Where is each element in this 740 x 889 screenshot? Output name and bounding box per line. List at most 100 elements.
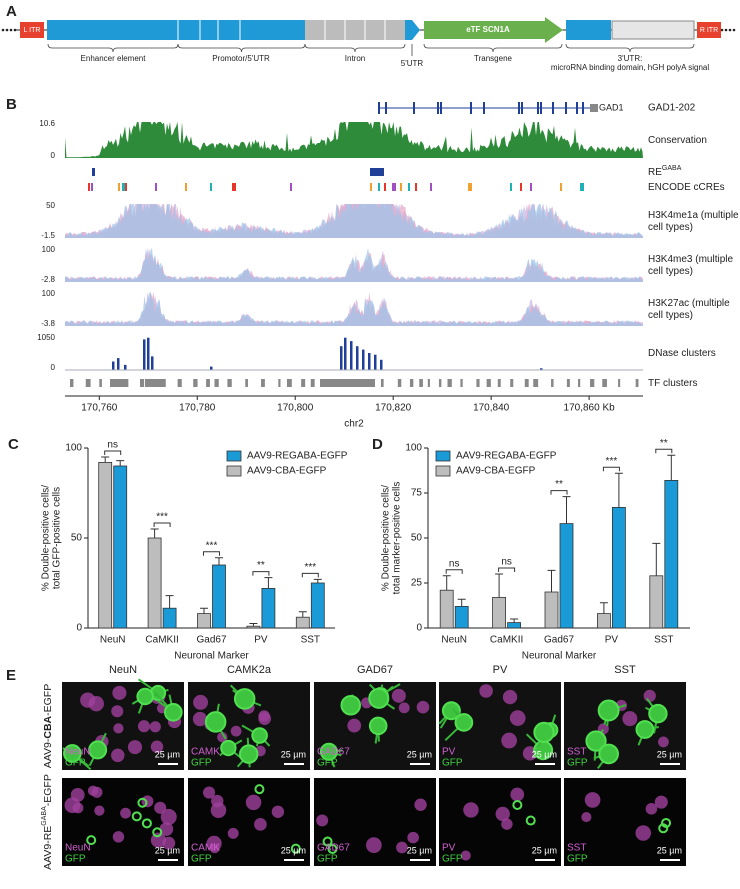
tf-cluster <box>533 379 539 387</box>
magenta-cell <box>230 725 242 737</box>
track-label: H3K27ac (multiple cell types) <box>648 298 730 321</box>
magenta-cell <box>227 827 239 839</box>
row-label-part: CBA <box>42 715 54 738</box>
region-label: Transgene <box>474 54 513 63</box>
track-label: ENCODE cCREs <box>648 182 725 193</box>
sig-label: *** <box>606 456 618 467</box>
x-tick-label: 170,860 Kb <box>564 403 616 414</box>
track-max: 50 <box>46 201 55 210</box>
error-bar <box>667 454 676 481</box>
legend-swatch <box>435 465 451 477</box>
magenta-cell <box>112 831 125 843</box>
error-bar <box>313 578 322 583</box>
green-cell <box>290 843 301 854</box>
re-element <box>92 168 95 176</box>
magenta-cell <box>271 805 285 818</box>
brace <box>177 43 306 53</box>
error-bar <box>200 607 208 614</box>
green-cell <box>137 797 148 808</box>
green-cell <box>141 818 152 829</box>
green-cell <box>233 688 256 710</box>
magenta-cell <box>94 805 105 816</box>
dnase-bar <box>112 361 115 370</box>
bar <box>261 588 276 629</box>
magenta-cell <box>111 748 125 763</box>
magenta-cell <box>654 795 668 809</box>
transgene-label: eTF SCN1A <box>466 25 510 34</box>
ccre <box>185 183 187 191</box>
x-axis-label: Neuronal Marker <box>522 651 597 662</box>
ccre <box>430 183 432 191</box>
track-label: H3K4me3 (multiple cell types) <box>648 254 733 277</box>
error-bar <box>101 456 110 463</box>
brace <box>565 43 695 53</box>
tf-cluster <box>618 379 621 387</box>
magenta-cell <box>149 721 161 733</box>
tf-cluster <box>486 379 491 387</box>
magenta-cell <box>87 785 99 796</box>
track-label-line: cell types) <box>648 222 693 233</box>
bar <box>597 613 611 629</box>
magenta-cell <box>160 808 177 825</box>
sig-bracket <box>252 571 270 576</box>
exon <box>440 102 442 114</box>
row-label: AAV9-REGABA-EGFP <box>41 774 53 870</box>
gfp-label: GFP <box>191 758 212 769</box>
row-label-part: -EGFP <box>42 774 54 806</box>
region-label: Intron <box>345 54 365 63</box>
green-cell <box>340 694 362 716</box>
column-header: CAMK2a <box>227 664 272 676</box>
exon <box>537 102 539 114</box>
dnase-bar <box>540 368 543 370</box>
brace <box>304 43 406 53</box>
green-cell <box>239 744 259 764</box>
column-header: NeuN <box>109 664 137 676</box>
track-label: Conservation <box>648 135 707 146</box>
region-label: Promotor/5'UTR <box>212 54 270 63</box>
ccre <box>510 183 512 191</box>
column-header: SST <box>614 664 636 676</box>
ccre <box>91 183 93 191</box>
legend-label: AAV9-CBA-EGFP <box>456 466 536 477</box>
magenta-cell <box>111 705 124 718</box>
track-min: 0 <box>51 151 56 160</box>
track-label: TF clusters <box>648 378 697 389</box>
tf-cluster <box>419 379 423 387</box>
magenta-cell <box>127 740 143 755</box>
exon <box>470 102 472 114</box>
tf-cluster <box>524 379 529 387</box>
ccre <box>392 183 396 191</box>
x-tick-label: Gad67 <box>544 635 574 646</box>
ccre <box>118 183 120 191</box>
magenta-cell <box>159 822 174 836</box>
scale-label: 25 µm <box>281 749 306 759</box>
magenta-cell <box>479 684 493 698</box>
exon <box>378 102 380 114</box>
y-axis-label: total marker-positive cells <box>392 482 403 595</box>
utr5-arrow <box>405 20 420 40</box>
exon <box>437 102 439 114</box>
magenta-cell <box>635 825 652 841</box>
tf-cluster <box>578 379 581 387</box>
itr-box <box>697 22 721 38</box>
green-cell <box>204 711 227 733</box>
sig-bracket <box>602 466 620 472</box>
dnase-bar <box>210 366 213 370</box>
magenta-cell <box>414 798 427 811</box>
ccre <box>520 183 522 191</box>
sig-label: ns <box>449 558 460 569</box>
magenta-cell <box>658 736 669 748</box>
tf-cluster <box>193 379 198 387</box>
green-cell <box>327 844 338 855</box>
track-min: -2.8 <box>41 275 55 284</box>
exon <box>385 102 387 114</box>
error-bar <box>652 542 661 576</box>
tf-cluster <box>227 379 232 387</box>
sig-label: ** <box>257 560 265 571</box>
track-max: 1050 <box>37 333 55 342</box>
sig-label: ns <box>107 440 118 451</box>
x-tick-label: SST <box>301 635 320 646</box>
gfp-label: GFP <box>317 854 338 865</box>
